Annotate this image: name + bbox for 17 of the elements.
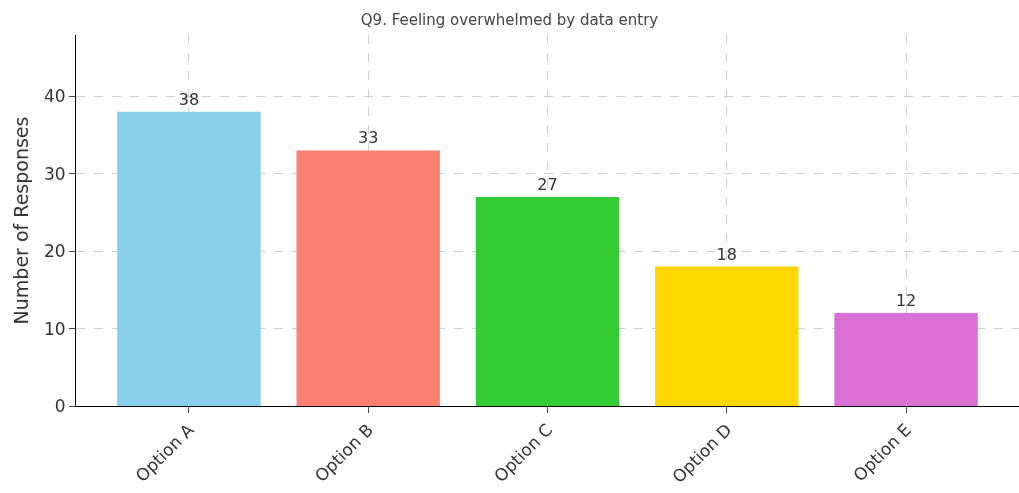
data-label: 38 xyxy=(178,89,200,109)
y-tick-label: 0 xyxy=(54,395,66,416)
y-tick-label: 30 xyxy=(43,163,66,184)
data-label: 18 xyxy=(716,244,737,264)
bar xyxy=(834,313,978,406)
bar xyxy=(475,196,620,406)
data-label: 33 xyxy=(358,128,379,148)
bar xyxy=(296,150,440,406)
y-axis-title: Number of Responses xyxy=(10,116,32,325)
y-tick-label: 20 xyxy=(43,241,66,262)
chart-title: Q9. Feeling overwhelmed by data entry xyxy=(360,11,659,30)
y-tick-label: 10 xyxy=(43,318,66,339)
bar xyxy=(655,266,799,406)
bar xyxy=(117,111,261,406)
data-label: 12 xyxy=(895,291,917,311)
y-tick-label: 40 xyxy=(43,86,66,107)
data-label: 27 xyxy=(537,174,558,194)
